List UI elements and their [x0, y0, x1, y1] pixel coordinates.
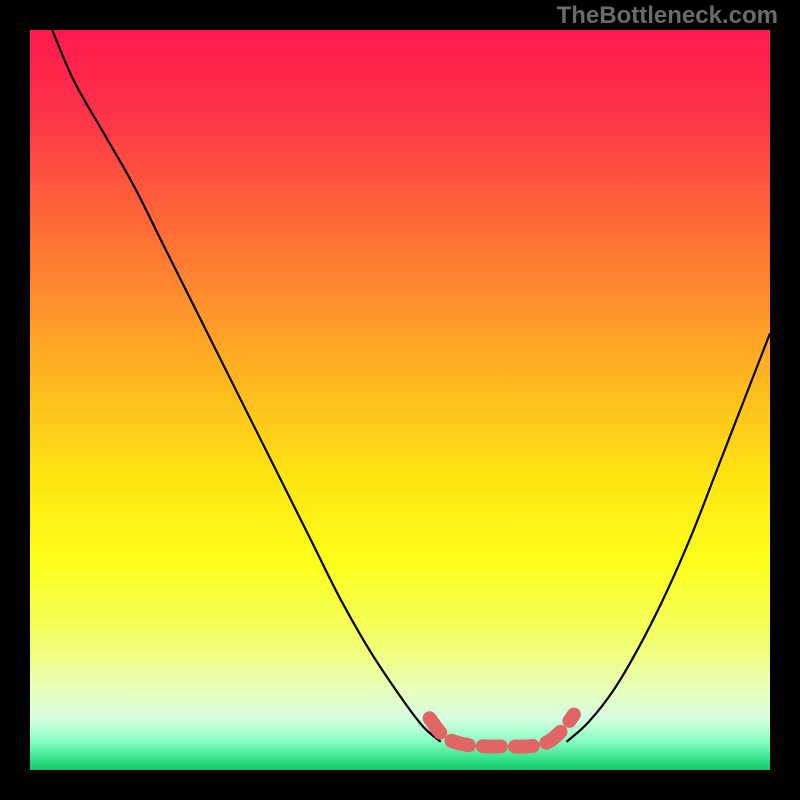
svg-overlay [0, 0, 800, 800]
curve-left [52, 30, 441, 742]
watermark-label: TheBottleneck.com [557, 2, 778, 30]
valley-overlay [430, 715, 574, 747]
chart-stage: TheBottleneck.com [0, 0, 800, 800]
curve-right [567, 333, 771, 741]
